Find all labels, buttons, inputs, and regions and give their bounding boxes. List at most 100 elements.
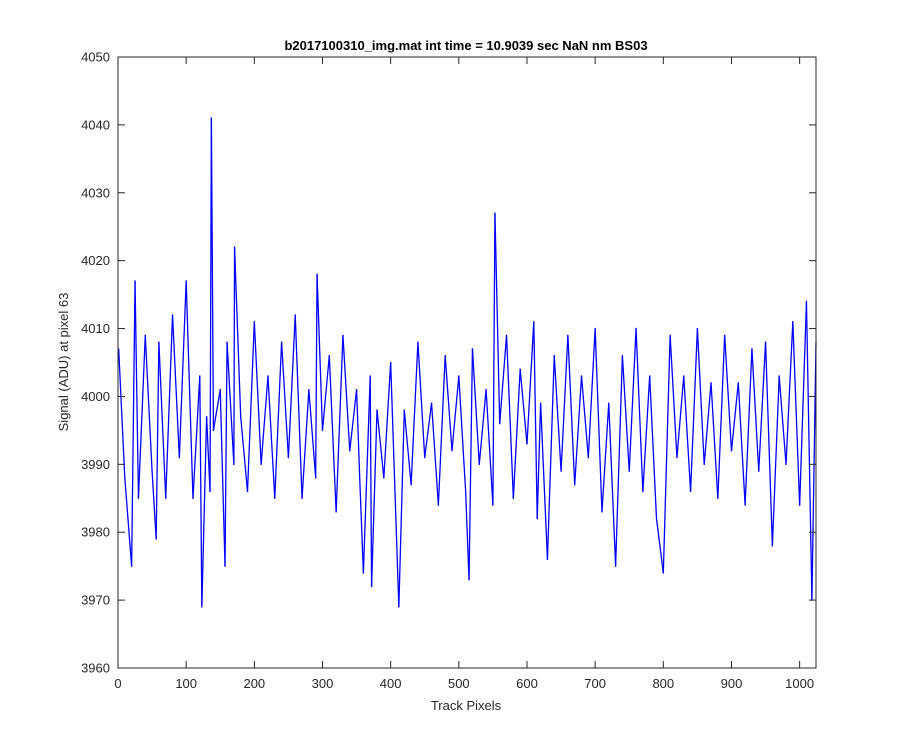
y-tick-label: 3960 [81, 661, 110, 676]
series-segment [635, 327, 644, 493]
series-segment [383, 361, 392, 479]
series-segment [165, 314, 174, 499]
series-segment [321, 355, 330, 432]
series-segment [594, 327, 603, 513]
series-segment [512, 368, 521, 499]
series-segment [771, 375, 780, 547]
series-segment [464, 490, 470, 581]
series-segment [370, 409, 378, 588]
series-segment [118, 348, 126, 479]
series-segment [505, 334, 514, 499]
series-segment [536, 402, 542, 520]
series-segment [683, 375, 692, 493]
series-segment [233, 246, 242, 418]
series-segment [315, 273, 318, 479]
series-segment [158, 341, 167, 499]
series-segment [458, 375, 467, 493]
series-segment [785, 321, 794, 465]
series-segment [539, 402, 549, 561]
x-tick-label: 400 [380, 676, 402, 691]
series-segment [274, 341, 283, 499]
series-segment [224, 341, 228, 567]
series-segment [669, 334, 678, 459]
series-segment [246, 321, 255, 493]
series-segment [444, 355, 453, 452]
series-segment [724, 334, 733, 452]
series-segment [546, 355, 555, 561]
series-segment [601, 402, 610, 513]
series-segment [655, 517, 664, 574]
x-tick-label: 100 [175, 676, 197, 691]
series-segment [468, 348, 474, 581]
series-segment [805, 300, 813, 601]
series-segment [134, 280, 140, 499]
y-tick-label: 4050 [81, 50, 110, 65]
series-segment [710, 382, 719, 499]
series-segment [676, 375, 685, 459]
series-segment [621, 355, 630, 472]
series-segment [403, 409, 412, 486]
series-segment [226, 341, 235, 465]
series-layer [118, 117, 817, 608]
series-segment [210, 117, 215, 432]
series-segment [301, 389, 310, 499]
series-segment [494, 212, 501, 425]
series-segment [359, 484, 365, 574]
series-segment [628, 327, 637, 472]
series-segment [355, 389, 361, 486]
series-segment [526, 321, 535, 445]
y-tick-label: 4030 [81, 185, 110, 200]
series-segment [219, 389, 226, 567]
series-segment [764, 341, 774, 547]
series-segment [294, 314, 303, 499]
series-segment [130, 280, 136, 567]
series-segment [287, 314, 296, 459]
series-segment [376, 409, 385, 479]
x-tick-label: 800 [652, 676, 674, 691]
series-segment [519, 368, 528, 445]
series-segment [614, 355, 624, 567]
series-segment [580, 375, 589, 459]
y-tick-label: 3970 [81, 593, 110, 608]
x-axis-title: Track Pixels [431, 698, 502, 713]
series-segment [178, 280, 187, 459]
series-segment [144, 334, 153, 472]
series-segment [608, 402, 617, 567]
y-tick-label: 3990 [81, 457, 110, 472]
series-segment [587, 327, 596, 459]
series-segment [410, 341, 419, 486]
series-segment [155, 341, 160, 540]
series-segment [730, 382, 739, 452]
y-tick-label: 4020 [81, 253, 110, 268]
series-segment [335, 334, 344, 513]
series-segment [267, 375, 276, 499]
x-tick-label: 500 [448, 676, 470, 691]
series-segment [662, 334, 671, 574]
series-segment [199, 375, 203, 608]
series-segment [737, 382, 746, 506]
series-segment [349, 389, 358, 452]
series-segment [201, 416, 208, 608]
series-segment [649, 375, 658, 520]
y-tick-label: 4000 [81, 389, 110, 404]
series-segment [424, 402, 433, 459]
chart-title: b2017100310_img.mat int time = 10.9039 s… [284, 38, 647, 53]
x-tick-label: 300 [312, 676, 334, 691]
series-segment [499, 334, 508, 425]
series-segment [398, 409, 405, 608]
series-segment [171, 314, 181, 459]
y-axis-title: Signal (ADU) at pixel 63 [56, 293, 71, 432]
series-segment [342, 334, 351, 452]
series-segment [328, 355, 337, 513]
ticks-layer: 0 100 200 300 400 500 600 700 800 900 1000 3960 3970… [81, 50, 816, 691]
series-segment [744, 348, 753, 506]
y-tick-label: 4010 [81, 321, 110, 336]
series-segment [437, 355, 446, 506]
series-segment [240, 416, 249, 493]
series-segment [417, 341, 426, 459]
series-segment [253, 321, 262, 465]
series-segment [280, 341, 290, 459]
series-segment [137, 334, 146, 499]
